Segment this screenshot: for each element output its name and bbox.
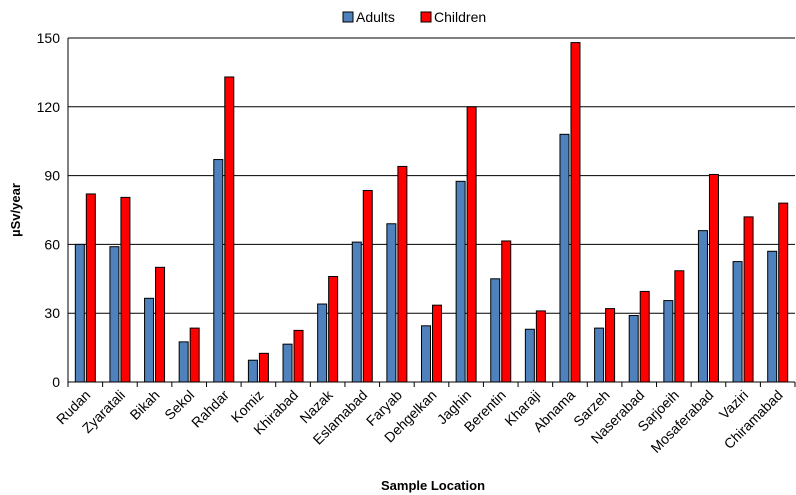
bar-adults-faryab: [386, 223, 397, 383]
bar-adults-mosaferabad: [697, 230, 708, 383]
bar-children-chiramabad: [778, 202, 789, 383]
legend-swatch-adults: [342, 11, 354, 23]
gridlines: [68, 37, 795, 314]
bar-adults-sarzeh: [594, 327, 605, 383]
bar-adults-eslamabad: [351, 241, 362, 383]
bar-children-rudan: [85, 193, 96, 383]
y-tick-label: 120: [37, 99, 61, 115]
bar-children-rahdar: [224, 76, 235, 383]
bar-adults-chiramabad: [767, 250, 778, 383]
y-axis-title: µSv/year: [8, 183, 23, 237]
bar-adults-kharaji: [524, 328, 535, 383]
bar-adults-zyaratali: [109, 246, 120, 383]
y-tick-label: 60: [44, 236, 60, 252]
bar-adults-sekol: [178, 341, 189, 383]
bar-adults-bikah: [144, 297, 155, 383]
bar-adults-jaghin: [455, 180, 466, 383]
y-tick-labels: 0 30 60 90 120 150: [37, 30, 61, 390]
bar-children-mosaferabad: [708, 173, 719, 383]
legend-swatch-children: [420, 11, 432, 23]
bar-adults-khirabad: [282, 343, 293, 383]
bar-children-sarjoeih: [674, 270, 685, 383]
bar-children-zyaratali: [120, 196, 131, 383]
y-tick-label: 0: [52, 374, 60, 390]
legend-label-adults: Adults: [356, 9, 395, 25]
axes: [67, 38, 796, 387]
legend: Adults Children: [342, 9, 486, 25]
legend-label-children: Children: [434, 9, 486, 25]
y-tick-label: 30: [44, 305, 60, 321]
bar-adults-vaziri: [732, 261, 743, 383]
bar-children-dehgelkan: [432, 304, 442, 383]
bar-children-sarzeh: [605, 308, 616, 383]
bar-children-nazak: [328, 276, 339, 383]
bar-adults-dehgelkan: [421, 325, 431, 383]
bar-adults-komiz: [247, 359, 258, 383]
bars: [74, 42, 789, 383]
bar-adults-rudan: [74, 243, 85, 383]
bar-children-vaziri: [743, 216, 754, 383]
bar-adults-naserabad: [628, 314, 639, 383]
bar-adults-nazak: [317, 303, 328, 383]
bar-children-kharaji: [535, 310, 546, 383]
bar-adults-sarjoeih: [663, 300, 674, 383]
bar-children-eslamabad: [362, 190, 373, 383]
y-tick-label: 90: [44, 168, 60, 184]
x-axis-title: Sample Location: [381, 478, 485, 493]
bar-children-berentin: [501, 240, 512, 383]
x-tick-label: Rahdar: [188, 387, 232, 431]
bar-children-khirabad: [293, 329, 304, 383]
bar-children-jaghin: [466, 106, 477, 383]
bar-children-bikah: [155, 266, 166, 383]
bar-adults-abnama: [559, 133, 570, 383]
x-tick-label: Bikah: [127, 387, 163, 423]
bar-children-abnama: [570, 42, 581, 383]
x-tick-labels: RudanZyarataliBikahSekolRahdarKomizKhira…: [53, 386, 786, 456]
bar-adults-berentin: [490, 278, 501, 383]
bar-children-naserabad: [639, 290, 650, 383]
y-tick-label: 150: [37, 30, 61, 46]
bar-children-faryab: [397, 165, 408, 383]
bar-children-sekol: [189, 327, 200, 383]
bar-adults-rahdar: [213, 159, 224, 383]
bar-children-komiz: [258, 352, 269, 383]
